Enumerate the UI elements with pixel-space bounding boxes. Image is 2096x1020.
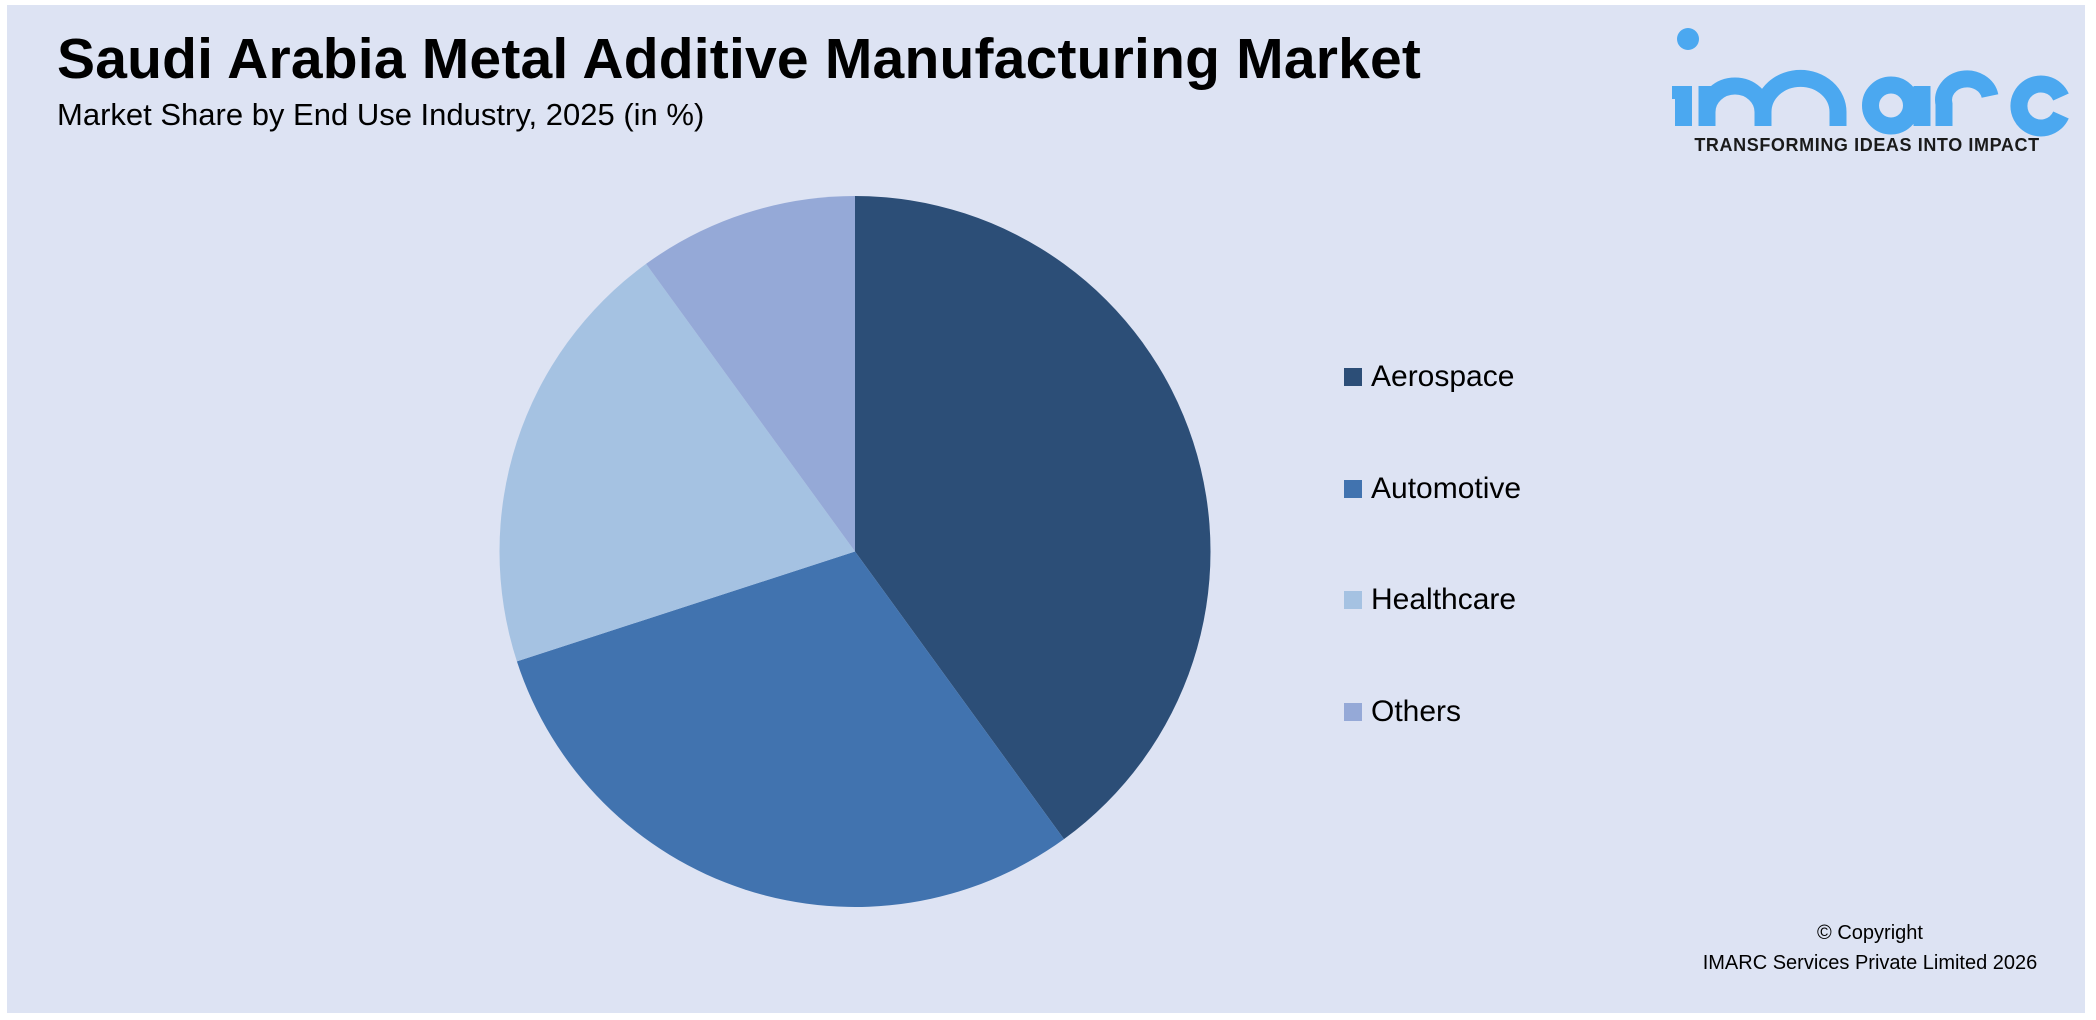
legend-label: Automotive	[1371, 471, 1522, 505]
brand-tagline: TRANSFORMING IDEAS INTO IMPACT	[1694, 135, 2040, 155]
chart-title: Saudi Arabia Metal Additive Manufacturin…	[57, 27, 1422, 91]
legend-swatch-icon	[1344, 591, 1362, 610]
legend-label: Aerospace	[1371, 360, 1515, 393]
legend-item-automotive[interactable]: Automotive	[1344, 471, 1522, 585]
pie-slice-aerospace[interactable]	[855, 196, 1211, 840]
legend-item-others[interactable]: Others	[1344, 696, 1521, 808]
legend-swatch-icon	[1344, 703, 1362, 722]
legend-item-healthcare[interactable]: Healthcare	[1344, 584, 1521, 696]
pie-slice-automotive[interactable]	[516, 551, 1064, 908]
legend-swatch-icon	[1344, 479, 1362, 498]
copyright-line-2: IMARC Services Private Limited 2026	[1702, 952, 2038, 974]
chart-subtitle: Market Share by End Use Industry, 2025 (…	[57, 97, 705, 132]
legend-swatch-icon	[1344, 368, 1362, 386]
copyright-line-1: © Copyright	[1817, 922, 1923, 944]
pie-slice-healthcare[interactable]	[499, 263, 855, 662]
chart-legend: Aerospace Automotive Healthcare Others	[1344, 361, 1521, 808]
imarc-logo-icon	[1672, 28, 2069, 137]
imarc-logo	[1660, 20, 2080, 200]
pie-slice-others[interactable]	[646, 196, 855, 552]
legend-item-aerospace[interactable]: Aerospace	[1344, 361, 1521, 473]
legend-label: Healthcare	[1371, 583, 1517, 617]
copyright-notice: © Copyright IMARC Services Private Limit…	[1670, 918, 2070, 978]
legend-label: Others	[1371, 695, 1462, 729]
